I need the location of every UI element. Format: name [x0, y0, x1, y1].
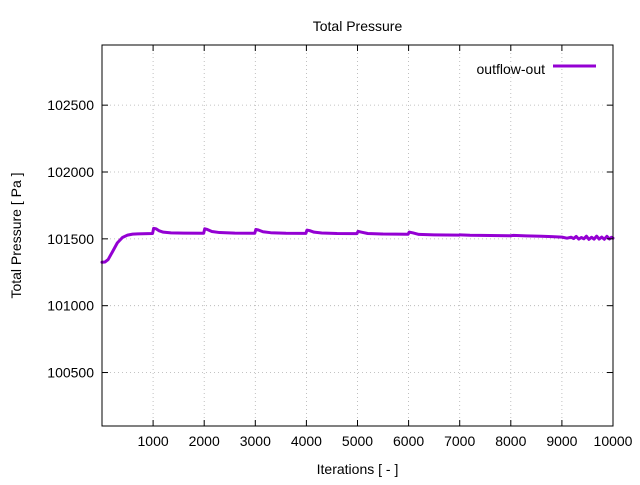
x-tick-label: 7000: [444, 433, 475, 449]
legend: outflow-out: [477, 61, 596, 77]
legend-label: outflow-out: [477, 61, 546, 77]
x-axis-title: Iterations [ - ]: [317, 461, 399, 477]
x-tick-label: 3000: [240, 433, 271, 449]
y-tick-label: 100500: [47, 365, 94, 381]
x-tick-label: 5000: [342, 433, 373, 449]
series-layer: [100, 226, 615, 264]
y-tick-label: 101500: [47, 231, 94, 247]
chart-title: Total Pressure: [313, 18, 403, 34]
y-tick-label: 102500: [47, 97, 94, 113]
x-tick-label: 4000: [291, 433, 322, 449]
x-tick-label: 9000: [546, 433, 577, 449]
y-tick-label: 102000: [47, 164, 94, 180]
ticks: 1000 2000 3000 4000 5000 6000 7000 8000 9000 1000…: [47, 45, 633, 449]
y-axis-title: Total Pressure [ Pa ]: [8, 172, 24, 298]
x-tick-label: 6000: [393, 433, 424, 449]
y-tick-label: 101000: [47, 298, 94, 314]
series-line-outflow-out: [100, 226, 615, 264]
x-tick-label: 10000: [594, 433, 633, 449]
x-tick-label: 1000: [138, 433, 169, 449]
x-tick-label: 8000: [495, 433, 526, 449]
x-tick-label: 2000: [189, 433, 220, 449]
